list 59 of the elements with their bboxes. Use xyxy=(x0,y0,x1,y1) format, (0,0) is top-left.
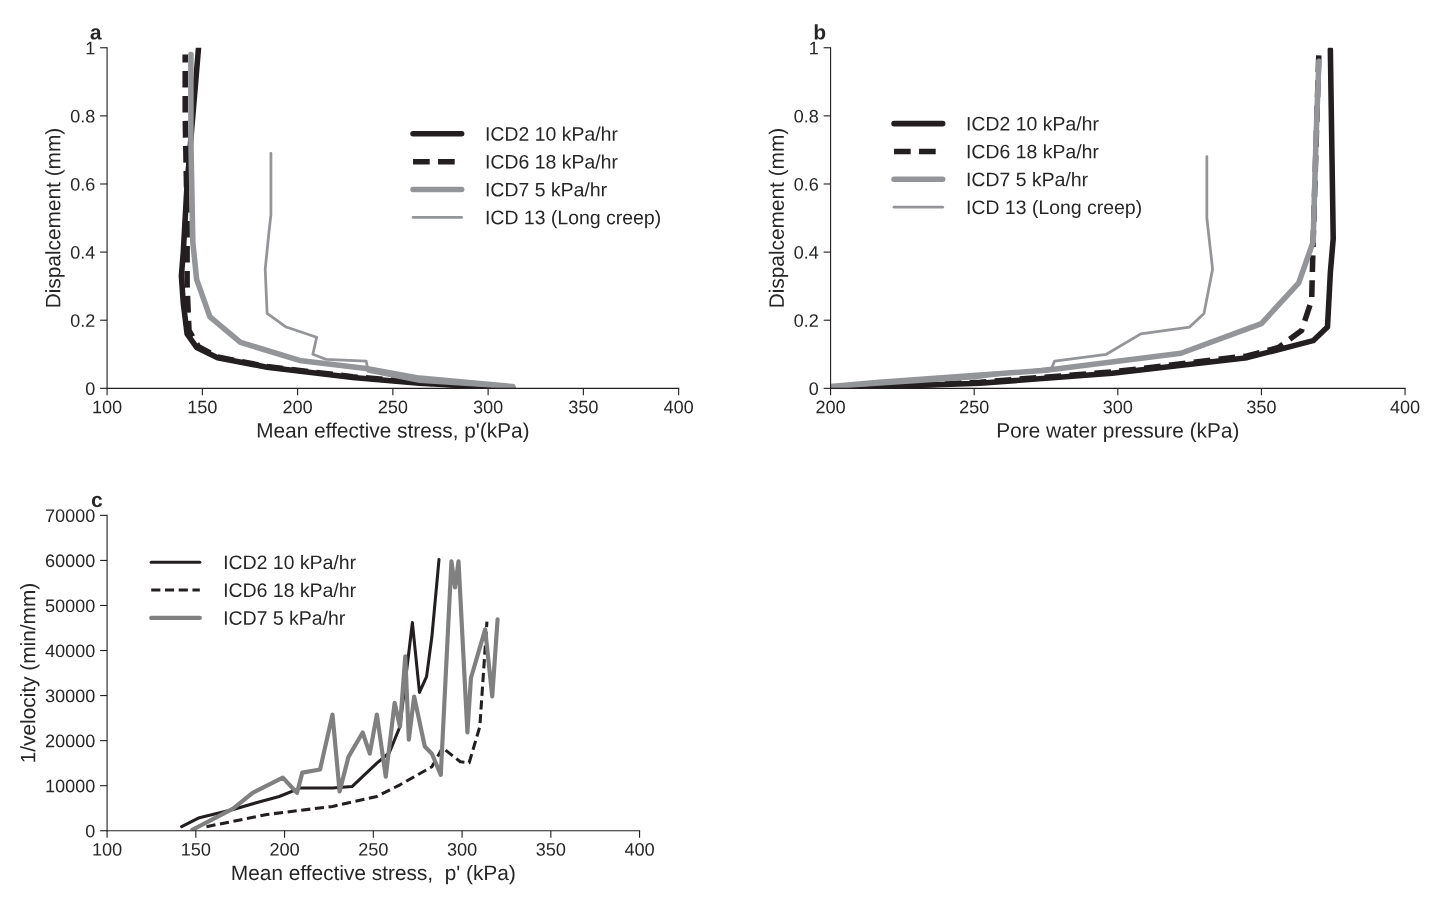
y-tick-label: 50000 xyxy=(45,599,95,613)
x-tick-label: 350 xyxy=(1247,400,1276,414)
legend-label: ICD2 10 kPa/hr xyxy=(486,126,618,141)
y-tick-label: 0.6 xyxy=(70,177,95,191)
x-axis-title: Mean effective stress, p' (kPa) xyxy=(232,864,515,885)
x-tick-label: 100 xyxy=(93,843,122,856)
x-tick-label: 200 xyxy=(816,400,845,414)
y-tick-label: 10000 xyxy=(46,779,95,793)
x-tick-label: 300 xyxy=(473,400,503,414)
y-tick-label: 0.4 xyxy=(70,246,95,259)
legend-label: ICD7 5 kPa/hr xyxy=(967,172,1088,187)
x-tick-label: 200 xyxy=(283,400,312,414)
y-tick-label: 20000 xyxy=(45,734,95,748)
legend-label: ICD6 18 kPa/hr xyxy=(486,154,618,169)
x-tick-label: 150 xyxy=(188,400,217,414)
x-tick-label: 100 xyxy=(93,400,122,414)
legend-label: ICD2 10 kPa/hr xyxy=(967,116,1099,131)
x-tick-label: 250 xyxy=(378,400,408,414)
y-tick-label: 0.6 xyxy=(794,177,818,191)
y-axis-title: Dispalcement (mm) xyxy=(768,129,789,307)
y-tick-label: 0.2 xyxy=(794,314,818,327)
y-tick-label: 0 xyxy=(809,382,819,396)
x-tick-label: 150 xyxy=(182,843,211,856)
x-axis-title: Pore water pressure (kPa) xyxy=(997,422,1239,442)
y-tick-label: 60000 xyxy=(45,554,95,568)
legend-label: ICD2 10 kPa/hr xyxy=(224,554,356,570)
legend-label: ICD7 5 kPa/hr xyxy=(486,182,607,197)
y-tick-label: 30000 xyxy=(45,689,95,703)
x-tick-label: 250 xyxy=(960,400,989,414)
x-tick-label: 300 xyxy=(447,843,477,856)
legend-label: ICD 13 (Long creep) xyxy=(486,210,660,229)
y-tick-label: 0 xyxy=(85,382,95,396)
chart-title: a xyxy=(90,28,102,40)
chart-title: b xyxy=(814,24,826,40)
legend-label: ICD7 5 kPa/hr xyxy=(224,610,345,625)
x-tick-label: 400 xyxy=(664,400,693,414)
x-tick-label: 400 xyxy=(1390,400,1420,414)
y-tick-label: 40000 xyxy=(45,644,95,658)
x-tick-label: 350 xyxy=(569,400,598,414)
y-tick-label: 1 xyxy=(810,41,818,55)
y-tick-label: 0 xyxy=(85,824,95,838)
x-tick-label: 250 xyxy=(359,843,388,856)
legend-label: ICD6 18 kPa/hr xyxy=(224,582,356,598)
y-tick-label: 0.8 xyxy=(794,109,818,123)
y-tick-label: 1 xyxy=(86,41,95,55)
y-axis-title: Dispalcement (mm) xyxy=(45,129,65,307)
y-tick-label: 0.2 xyxy=(70,314,95,327)
y-axis-title: 1/velocity (min/mm) xyxy=(20,584,40,762)
legend-label: ICD 13 (Long creep) xyxy=(967,199,1141,219)
chart-title: c xyxy=(91,495,103,508)
x-tick-label: 350 xyxy=(536,843,566,856)
x-tick-label: 200 xyxy=(270,843,299,856)
y-tick-label: 70000 xyxy=(45,509,95,523)
legend-label: ICD6 18 kPa/hr xyxy=(967,144,1099,159)
y-tick-label: 0.4 xyxy=(794,246,819,259)
x-tick-label: 400 xyxy=(624,843,654,856)
x-axis-title: Mean effective stress, p'(kPa) xyxy=(257,422,529,442)
x-tick-label: 300 xyxy=(1103,400,1133,414)
y-tick-label: 0.8 xyxy=(70,109,95,123)
